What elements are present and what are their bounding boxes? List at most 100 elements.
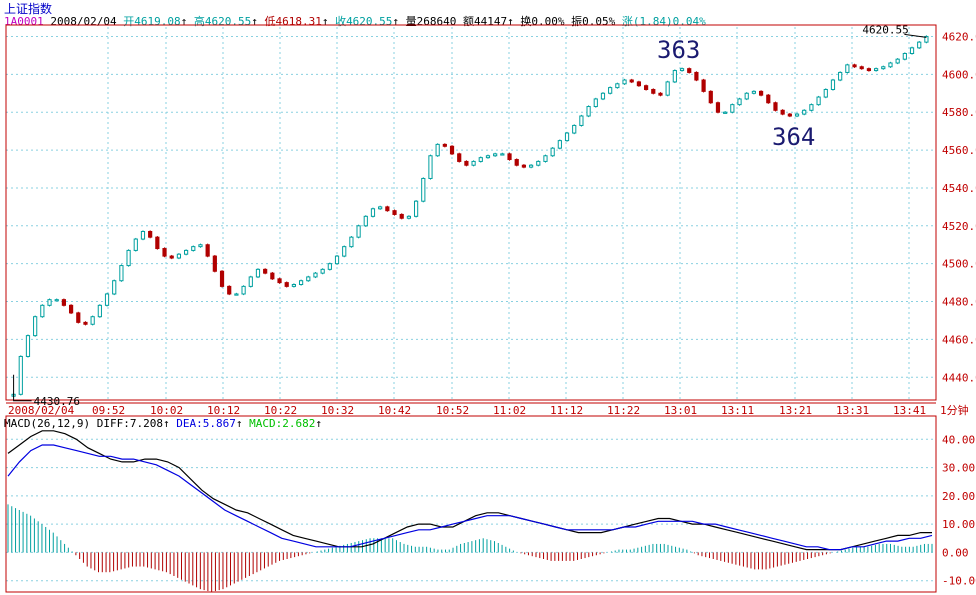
- open-label: 开: [123, 15, 135, 28]
- period-label: 1分钟: [940, 403, 969, 417]
- price-tick-label: 4440.0: [942, 371, 976, 384]
- candle-body: [25, 335, 31, 357]
- candle-body: [435, 143, 440, 157]
- candle-body: [169, 255, 174, 259]
- up-arrow-icon: ↑: [392, 15, 400, 28]
- candle-body: [859, 66, 864, 70]
- candle-body: [385, 206, 390, 212]
- wave-label-363: 363: [657, 36, 700, 64]
- candle-body: [18, 355, 23, 395]
- candle-body: [830, 79, 836, 90]
- time-tick-label: 11:12: [550, 404, 583, 417]
- time-tick-label: 11:22: [607, 404, 640, 417]
- up-arrow-icon: ↑: [321, 15, 329, 28]
- candle-body: [593, 98, 598, 108]
- candle-body: [399, 213, 404, 219]
- candle-body: [564, 132, 570, 142]
- candle-body: [823, 88, 828, 98]
- candle-body: [701, 79, 706, 92]
- macd-name: MACD(26,12,9): [4, 417, 91, 430]
- candle-body: [730, 104, 735, 113]
- candle-body: [586, 106, 591, 117]
- candle-body: [816, 96, 821, 106]
- amount-label: 额: [463, 15, 475, 28]
- price-tick-label: 4480.0: [942, 296, 976, 309]
- candle-body: [543, 155, 548, 162]
- candle-body: [852, 64, 857, 68]
- candle-body: [737, 98, 742, 106]
- candle-body: [780, 109, 785, 115]
- candle-body: [881, 66, 886, 70]
- candle-body: [485, 155, 491, 159]
- candle-body: [97, 304, 102, 318]
- turnover-label: 换: [520, 15, 532, 28]
- candle-body: [457, 153, 462, 162]
- candle-body: [557, 140, 562, 149]
- candle-body: [478, 157, 483, 162]
- macd-tick-label: 40.00: [942, 433, 975, 446]
- diff-line: [7, 430, 932, 551]
- diff-label: DIFF:: [96, 417, 130, 430]
- candle-body: [507, 153, 512, 161]
- candle-body: [191, 246, 196, 251]
- up-arrow-icon: ↑: [162, 417, 170, 430]
- price-tick-label: 4620.0: [942, 30, 976, 43]
- candle-body: [342, 246, 347, 257]
- candle-body: [471, 160, 476, 166]
- candle-body: [378, 206, 383, 210]
- candle-body: [629, 79, 634, 83]
- time-tick-label: 10:52: [436, 404, 469, 417]
- candle-body: [90, 316, 95, 325]
- candle-body: [514, 159, 519, 166]
- dea-label: DEA:: [176, 417, 203, 430]
- time-tick-label: 10:22: [264, 404, 297, 417]
- candle-body: [809, 104, 814, 111]
- price-panel-frame: [5, 24, 937, 401]
- candle-body: [349, 236, 354, 248]
- macd-tick-label: 30.00: [942, 462, 975, 475]
- candle-body: [687, 68, 692, 73]
- candle-body: [873, 68, 879, 72]
- candle-body: [363, 215, 368, 227]
- candle-body: [723, 111, 728, 114]
- candle-body: [600, 92, 606, 100]
- last-price-leader: [904, 33, 927, 38]
- candle-body: [61, 299, 67, 306]
- candle-body: [550, 147, 555, 157]
- candle-body: [406, 215, 412, 219]
- candle-body: [33, 316, 38, 337]
- candle-body: [270, 272, 275, 280]
- candle-body: [263, 268, 268, 274]
- candle-body: [255, 268, 261, 278]
- candle-body: [838, 71, 843, 81]
- candle-body: [694, 71, 699, 81]
- candle-body: [47, 299, 52, 306]
- candle-body: [155, 236, 160, 250]
- candle-body: [327, 263, 332, 270]
- candle-body: [672, 70, 677, 83]
- candle-body: [845, 64, 850, 73]
- macd-tick-label: 10.00: [942, 518, 975, 531]
- candle-body: [104, 293, 110, 306]
- candle-body: [608, 87, 613, 94]
- price-tick-label: 4580.0: [942, 106, 976, 119]
- high-label: 高: [193, 15, 205, 28]
- time-tick-label: 10:12: [207, 404, 240, 417]
- candle-body: [83, 321, 88, 325]
- macd-tick-label: 0.00: [942, 546, 969, 559]
- candle-body: [528, 164, 534, 168]
- candle-body: [658, 92, 663, 96]
- candle-body: [133, 238, 138, 251]
- price-tick-label: 4500.0: [942, 258, 976, 271]
- time-tick-label: 13:21: [779, 404, 812, 417]
- macd-tick-label: 20.00: [942, 490, 975, 503]
- candle-body: [751, 90, 757, 94]
- close-label: 收: [335, 15, 347, 28]
- up-arrow-icon: ↑: [507, 15, 514, 28]
- time-tick-label: 11:02: [493, 404, 526, 417]
- candle-body: [917, 41, 922, 49]
- candle-body: [924, 35, 929, 43]
- time-tick-label: 13:41: [893, 404, 926, 417]
